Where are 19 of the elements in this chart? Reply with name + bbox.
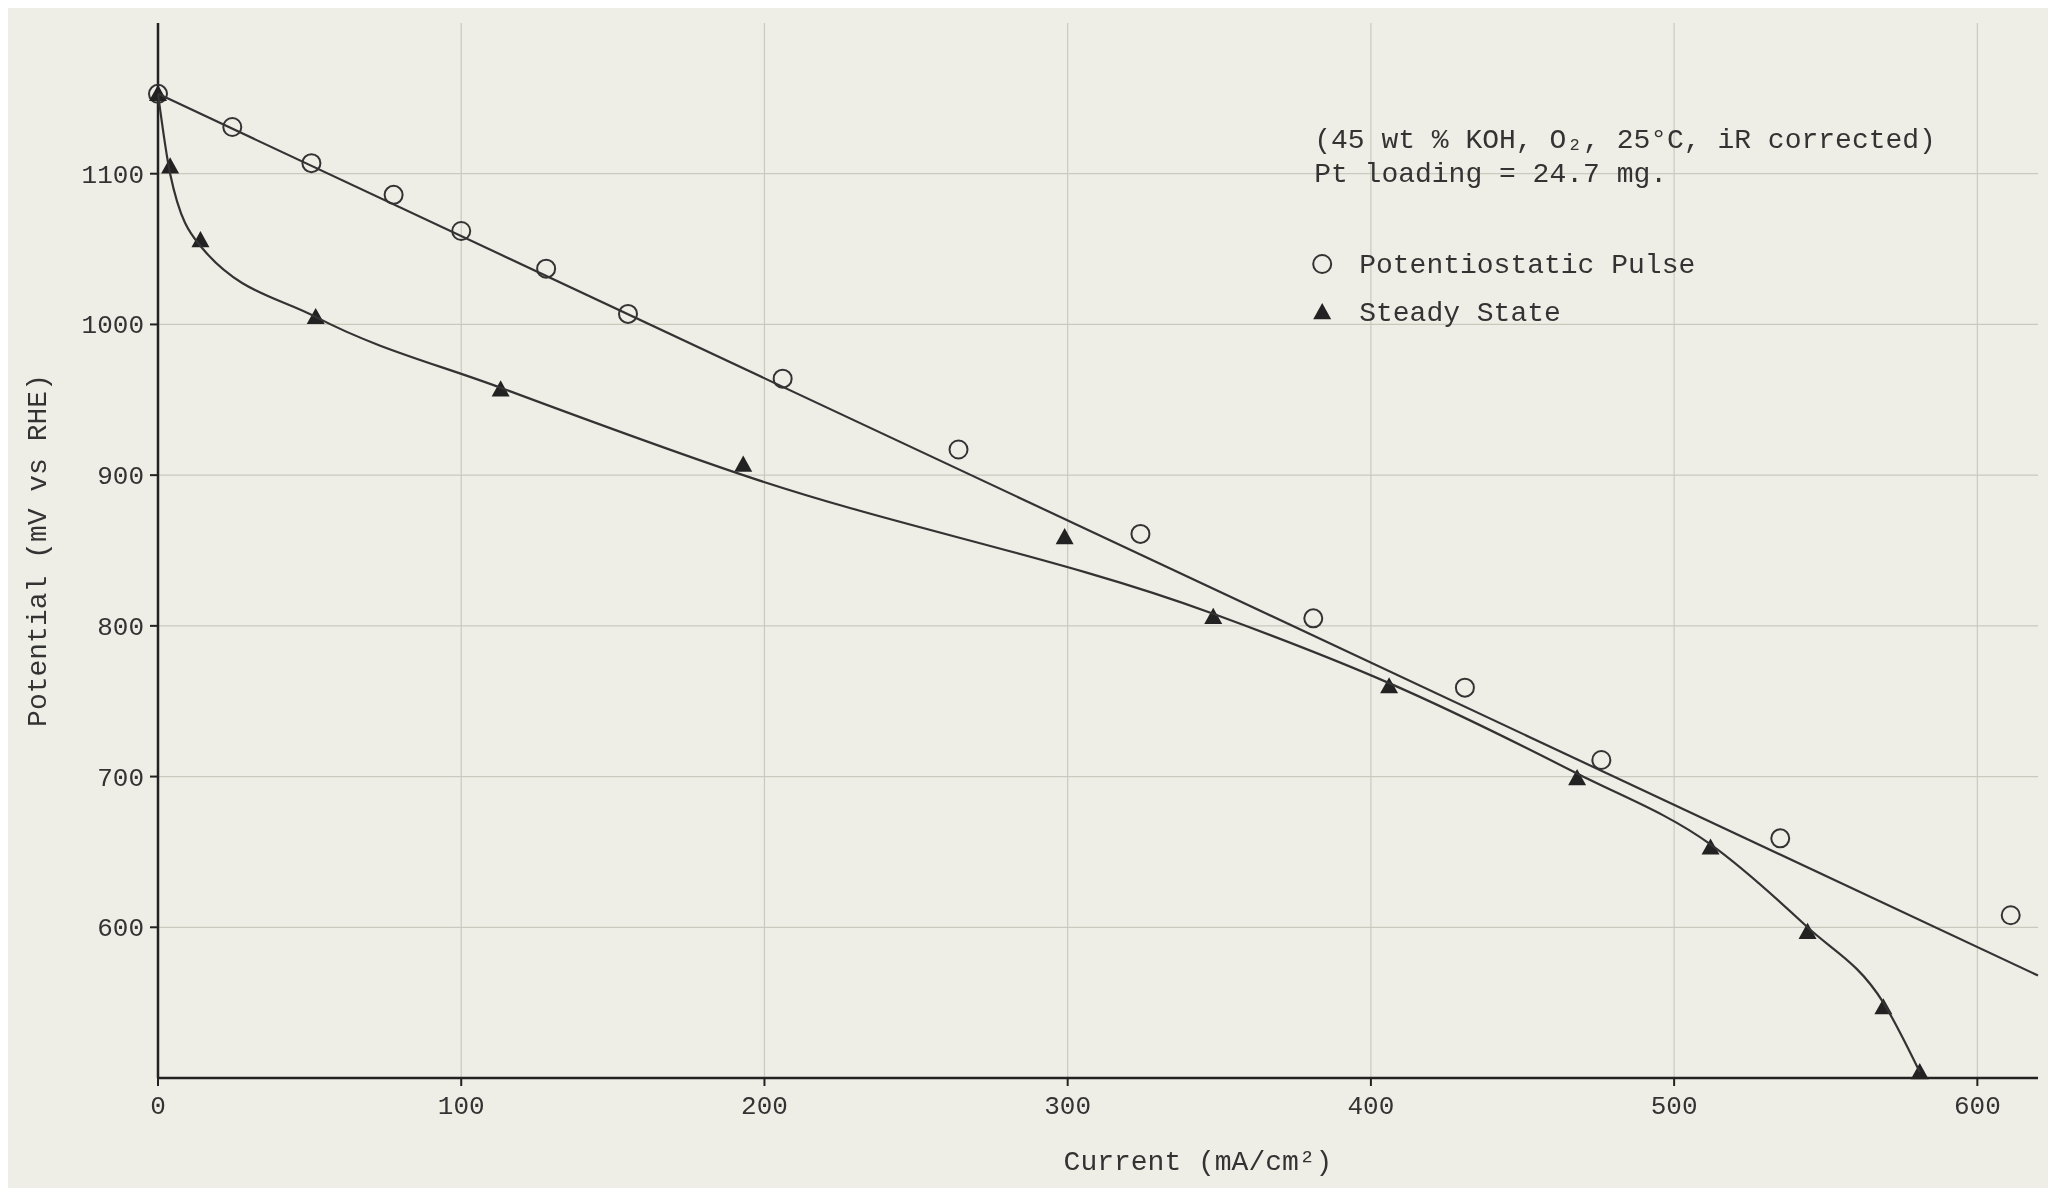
y-tick-label: 700 — [97, 763, 144, 794]
x-axis-title: Current (mA/cm²) — [1063, 1147, 1333, 1178]
annotation: Pt loading = 24.7 mg. — [1314, 159, 1668, 190]
legend-label: Potentiostatic Pulse — [1359, 250, 1696, 281]
x-tick-label: 600 — [1953, 1092, 2001, 1122]
x-tick-label: 100 — [437, 1092, 485, 1122]
x-tick-label: 400 — [1347, 1092, 1395, 1122]
y-tick-label: 800 — [97, 612, 144, 643]
y-tick-label: 600 — [97, 914, 144, 945]
y-axis-title: Potential (mV vs RHE) — [23, 374, 54, 727]
y-tick-label: 1000 — [81, 311, 144, 342]
y-tick-label: 1100 — [81, 160, 144, 191]
y-tick-label: 900 — [97, 462, 144, 493]
x-tick-label: 300 — [1044, 1092, 1092, 1122]
x-tick-label: 200 — [741, 1092, 788, 1122]
x-tick-label: 500 — [1650, 1092, 1698, 1122]
annotation: (45 wt % KOH, O₂, 25°C, iR corrected) — [1314, 125, 1936, 156]
legend-label: Steady State — [1359, 298, 1561, 329]
x-tick-label: 0 — [150, 1092, 166, 1122]
